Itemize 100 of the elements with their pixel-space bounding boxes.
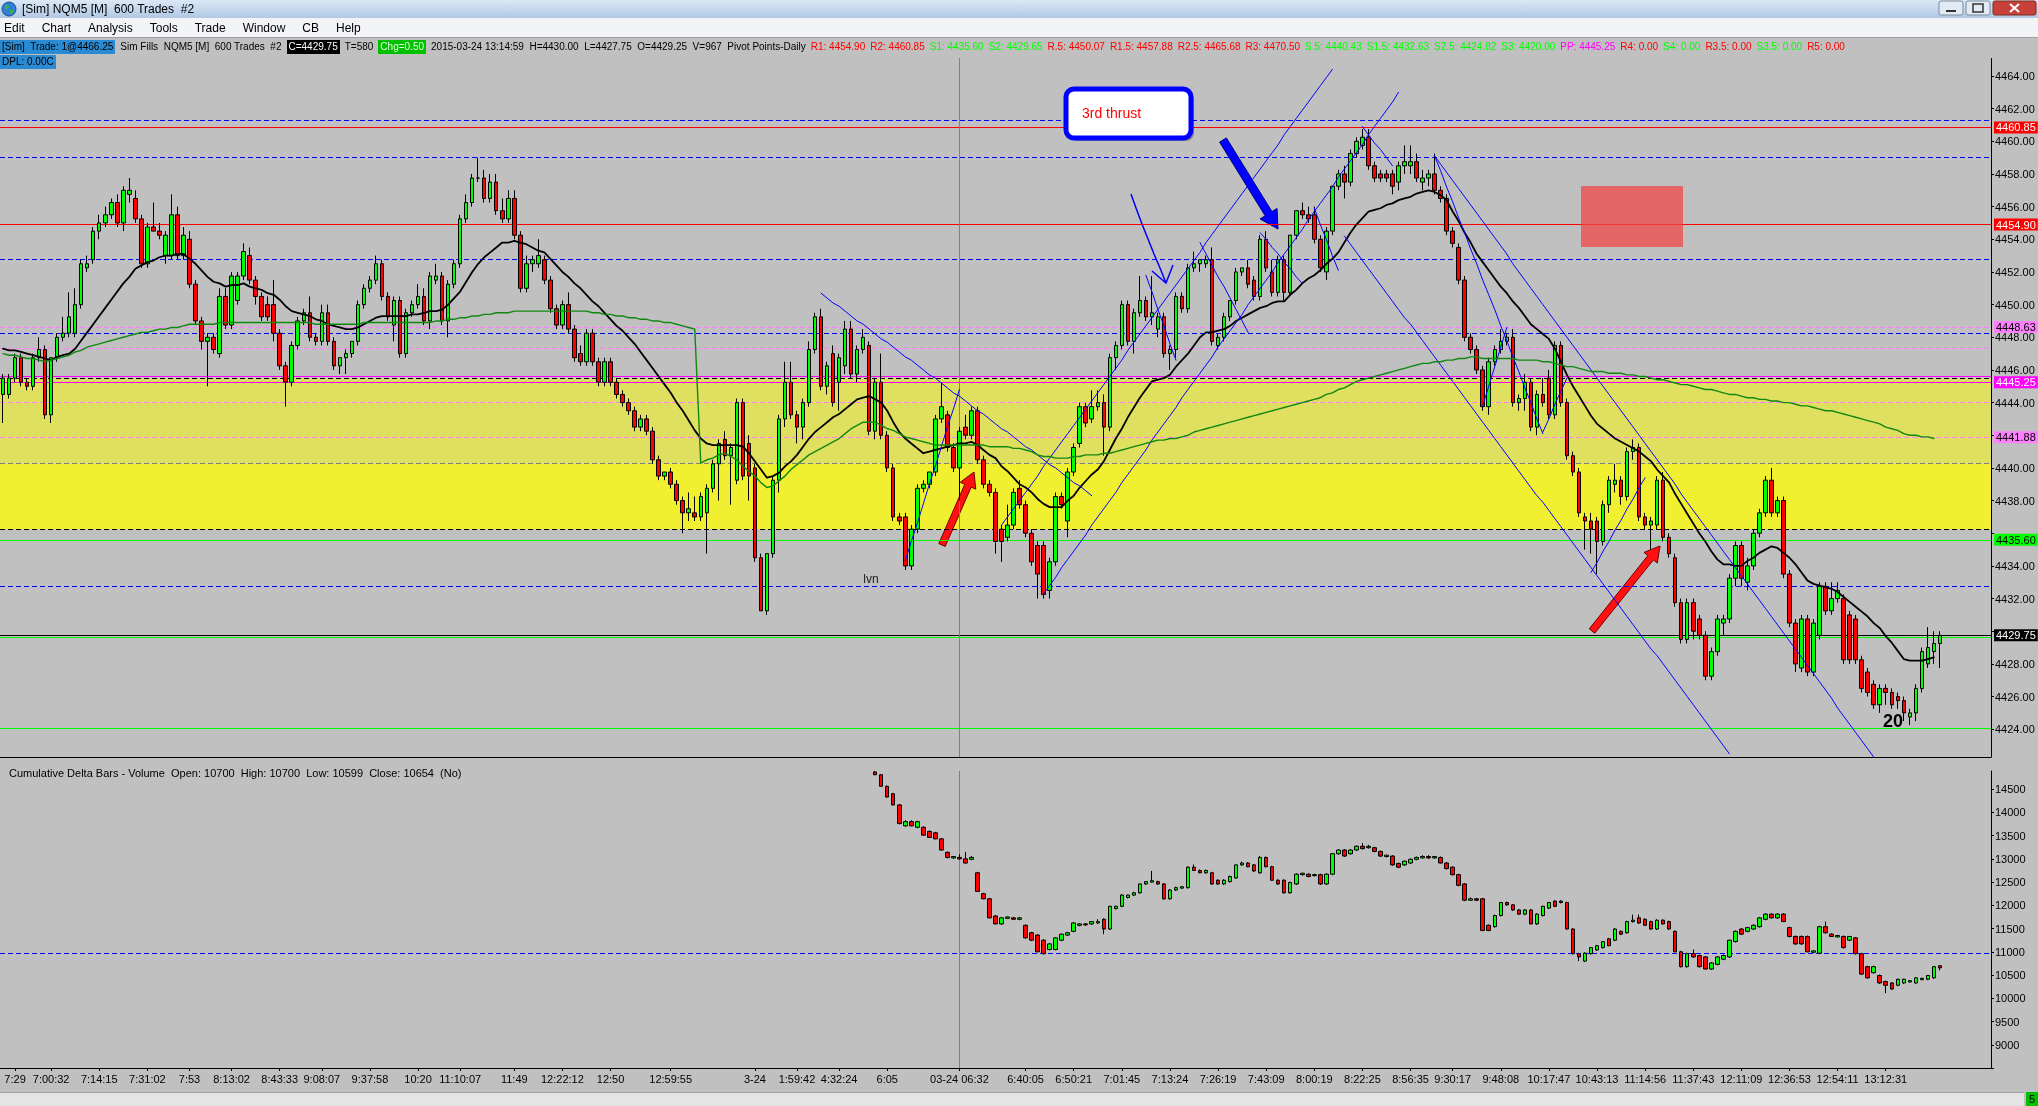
text: PP: 4445.25 — [1560, 40, 1616, 54]
text: R2.5: 4465.68 — [1177, 40, 1241, 54]
y-tick-label: 4448.00 — [1995, 331, 2035, 344]
x-tick-label: 7:01:45 — [1103, 1072, 1141, 1085]
x-tick-label: 7:43:09 — [1247, 1072, 1285, 1085]
y-tick-label: 4444.00 — [1995, 396, 2035, 409]
annotation: lvn — [863, 572, 879, 586]
y-tick-label: 9000 — [1995, 1038, 2020, 1051]
y-tick-label: 4450.00 — [1995, 298, 2035, 311]
text: CB — [302, 20, 319, 37]
x-tick-label: 10:20 — [404, 1072, 432, 1085]
x-tick-label: 9:48:08 — [1482, 1072, 1520, 1085]
text: R3: 4470.50 — [1245, 40, 1301, 54]
text: R1: 4454.90 — [810, 40, 866, 54]
y-tick-label: 12500 — [1995, 876, 2026, 889]
y-tick-label: 4458.00 — [1995, 167, 2035, 180]
y-tick-label: 11500 — [1995, 922, 2025, 935]
text: R5: 0.00 — [1807, 40, 1845, 54]
x-tick-label: 03-24 06:32 — [930, 1072, 989, 1085]
x-tick-label: 10:17:47 — [1527, 1072, 1571, 1085]
x-tick-label: 9:37:58 — [351, 1072, 389, 1085]
y-tick-label: 4438.00 — [1995, 494, 2035, 507]
text: R4: 0.00 — [1620, 40, 1659, 54]
x-tick-label: 13:12:31 — [1864, 1072, 1908, 1085]
text: S4: 0.00 — [1663, 40, 1701, 54]
text: R1.5: 4457.88 — [1109, 40, 1173, 54]
y-tick-label: 12000 — [1995, 899, 2026, 912]
y-tick-label: 4440.00 — [1995, 461, 2035, 474]
x-tick-label: 6:40:05 — [1007, 1072, 1044, 1085]
ref-line-label: 4435.60 — [1996, 533, 2036, 546]
y-tick-label: 4452.00 — [1995, 265, 2035, 278]
y-tick-label: 4464.00 — [1995, 69, 2035, 82]
text: Help — [336, 20, 361, 37]
x-tick-label: 12:36:53 — [1768, 1072, 1811, 1085]
text: Analysis — [88, 20, 133, 37]
y-tick-label: 4428.00 — [1995, 657, 2035, 670]
x-tick-label: 11:37:43 — [1672, 1072, 1715, 1085]
text: Trade — [194, 20, 226, 37]
text: S3.5: 0.00 — [1756, 40, 1803, 54]
x-tick-label: 7:26:19 — [1199, 1072, 1237, 1085]
y-tick-label: 13500 — [1995, 829, 2026, 842]
x-tick-label: 7:29 — [4, 1072, 26, 1085]
y-tick-label: 10000 — [1995, 992, 2026, 1005]
text: S2: 4429.65 — [988, 40, 1043, 54]
text: Window — [242, 20, 286, 37]
y-tick-label: 4460.00 — [1995, 135, 2035, 148]
text: 5 — [2026, 1092, 2038, 1106]
y-tick-label: 14500 — [1995, 783, 2026, 796]
text: R.5: 4450.07 — [1047, 40, 1105, 54]
ref-line-label: 4460.85 — [1996, 121, 2036, 134]
ref-line-label: 4445.25 — [1996, 376, 2036, 389]
x-tick-label: 8:00:19 — [1295, 1072, 1333, 1085]
y-tick-label: 11000 — [1995, 945, 2025, 958]
annotation: 20 — [1882, 711, 1904, 731]
text: S1.5: 4432.63 — [1366, 40, 1430, 54]
x-tick-label: 8:43:33 — [261, 1072, 299, 1085]
text: R2: 4460.85 — [870, 40, 925, 54]
annotation: DPL: 0.00C — [0, 55, 56, 69]
x-tick-label: 9:30:17 — [1434, 1072, 1471, 1085]
y-tick-label: 4434.00 — [1995, 559, 2035, 572]
x-tick-label: 6:05 — [876, 1072, 898, 1085]
x-tick-label: 8:22:25 — [1344, 1072, 1381, 1085]
ref-line-label: 4454.90 — [1996, 218, 2036, 231]
ref-line-label: 4448.63 — [1996, 320, 2036, 333]
x-tick-label: 1:59:42 — [778, 1072, 816, 1085]
x-tick-label: 12:50 — [596, 1072, 625, 1085]
text: Tools — [149, 20, 178, 37]
x-tick-label: 7:53 — [178, 1072, 201, 1085]
x-tick-label: 4:32:24 — [820, 1072, 858, 1085]
chart-title: Cumulative Delta Bars - Volume Open: 10700 High: 10700 Low: 10599 Close: 10654 (No) — [9, 766, 462, 779]
text: [Sim] Trade: 1@4466.25 — [0, 40, 116, 54]
x-tick-label: 9:08:07 — [303, 1072, 341, 1085]
x-tick-label: 12:59:55 — [649, 1072, 693, 1085]
x-tick-label: 7:00:32 — [32, 1072, 70, 1085]
text: Sim Fills NQM5 [M] 600 Trades #2 — [120, 40, 282, 54]
y-tick-label: 4432.00 — [1995, 592, 2035, 605]
y-tick-label: 4456.00 — [1995, 200, 2035, 213]
ref-line-label: 4429.75 — [1996, 629, 2036, 642]
x-tick-label: 7:31:02 — [129, 1072, 166, 1085]
x-tick-label: 7:14:15 — [80, 1072, 118, 1085]
text: Chg=0.50 — [378, 40, 427, 54]
annotation: 3rd thrust — [1082, 105, 1142, 121]
y-tick-label: 13000 — [1995, 852, 2026, 865]
text: S3: 4420.00 — [1501, 40, 1556, 54]
y-tick-label: 14000 — [1995, 806, 2026, 819]
text: Chart — [41, 20, 72, 37]
x-tick-label: 11:14:56 — [1624, 1072, 1667, 1085]
y-tick-label: 4424.00 — [1995, 723, 2035, 736]
y-tick-label: 4462.00 — [1995, 102, 2035, 115]
text: C=4429.75 — [286, 40, 340, 54]
x-tick-label: 8:13:02 — [213, 1072, 250, 1085]
x-tick-label: 8:56:35 — [1392, 1072, 1429, 1085]
x-tick-label: 11:49 — [500, 1072, 528, 1085]
y-tick-label: 4426.00 — [1995, 690, 2035, 703]
y-tick-label: 4454.00 — [1995, 233, 2035, 246]
text: S1: 4435.60 — [929, 40, 984, 54]
x-tick-label: 10:43:13 — [1575, 1072, 1619, 1085]
text: 2015-03-24 13:14:59 H=4430.00 L=4427.75 O=4429.25 V=967 Pivot Points-Daily — [431, 40, 806, 54]
text: T=580 — [344, 40, 374, 54]
x-tick-label: 6:50:21 — [1055, 1072, 1093, 1085]
